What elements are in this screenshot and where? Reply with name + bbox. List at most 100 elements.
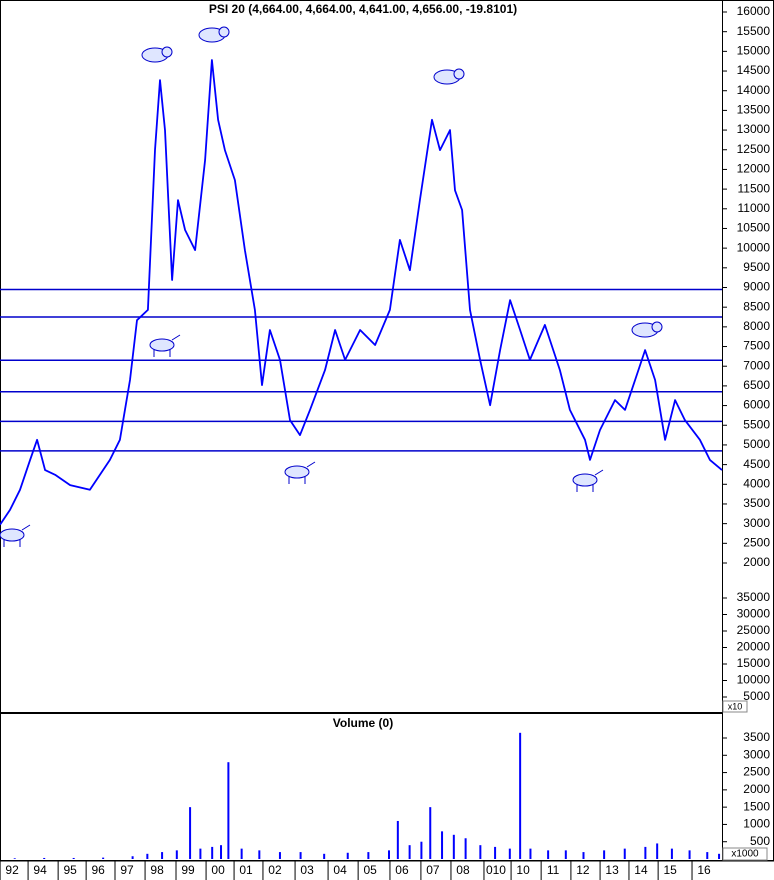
y-tick-label: 15500 bbox=[737, 24, 771, 38]
volume-bar bbox=[211, 846, 214, 859]
y-tick-label: 3000 bbox=[743, 516, 770, 530]
volume-y-tick-label: 2000 bbox=[743, 782, 770, 796]
y-tick-label: 4500 bbox=[743, 457, 770, 471]
y-tick-label: 5500 bbox=[743, 417, 770, 431]
price-line bbox=[0, 59, 723, 526]
x-tick-label: 16 bbox=[697, 863, 711, 877]
x-tick-label: 12 bbox=[576, 863, 590, 877]
volume-bar bbox=[43, 857, 46, 859]
y-tick-label: 11000 bbox=[738, 201, 771, 215]
volume-bar bbox=[706, 852, 709, 859]
volume-bar bbox=[199, 848, 202, 859]
volume-bar bbox=[346, 852, 349, 859]
volume-y-tick-label: 2500 bbox=[743, 765, 770, 779]
volume-title: Volume (0) bbox=[333, 716, 393, 730]
volume-bar bbox=[72, 857, 75, 859]
y-tick-label: 11500 bbox=[738, 181, 771, 195]
x-tick-label: 07 bbox=[426, 863, 440, 877]
x-tick-label: 03 bbox=[300, 863, 314, 877]
volume-bar bbox=[464, 838, 467, 859]
x-tick-label: 15 bbox=[663, 863, 677, 877]
volume-bar bbox=[131, 856, 134, 859]
volume-bar bbox=[547, 850, 550, 859]
volume-bar bbox=[508, 848, 511, 859]
bull-icon bbox=[149, 334, 181, 357]
x-tick-label: 96 bbox=[91, 863, 105, 877]
x-tick-label: 02 bbox=[268, 863, 282, 877]
chart-title: PSI 20 (4,664.00, 4,664.00, 4,641.00, 4,… bbox=[209, 2, 517, 16]
volume-bar bbox=[323, 853, 326, 859]
volume-bar bbox=[396, 820, 399, 859]
x-tick-label: 04 bbox=[333, 863, 347, 877]
volume-y-tick-label: 1500 bbox=[743, 799, 770, 813]
y-tick-label: 14000 bbox=[737, 83, 771, 97]
volume-bar bbox=[564, 850, 567, 859]
x-tick-label: 92 bbox=[5, 863, 19, 877]
x-tick-label: 00 bbox=[211, 863, 225, 877]
volume-bar bbox=[189, 807, 192, 859]
volume-bar bbox=[623, 848, 626, 859]
x-tick-label: 94 bbox=[33, 863, 47, 877]
y-tick-label: 2000 bbox=[743, 555, 770, 569]
volume-y-tick-label: 500 bbox=[750, 834, 770, 848]
x-tick-label: 99 bbox=[181, 863, 195, 877]
volume-bar bbox=[278, 852, 281, 859]
y-tick-label: 9000 bbox=[743, 280, 770, 294]
y-tick-label: 6500 bbox=[743, 378, 770, 392]
x-tick-label: 95 bbox=[63, 863, 77, 877]
volume-y-tick-label: 3000 bbox=[743, 747, 770, 761]
y2-tick-label: 35000 bbox=[737, 590, 771, 604]
y-tick-label: 13000 bbox=[737, 122, 771, 136]
x-tick-label: 98 bbox=[150, 863, 164, 877]
y-tick-label: 12500 bbox=[737, 142, 771, 156]
y-tick-label: 14500 bbox=[737, 63, 771, 77]
x-tick-label: 97 bbox=[120, 863, 134, 877]
volume-bar bbox=[452, 834, 455, 859]
y-tick-label: 8500 bbox=[743, 299, 770, 313]
volume-y-tick-label: 3500 bbox=[743, 730, 770, 744]
y-tick-label: 7500 bbox=[743, 339, 770, 353]
volume-bar bbox=[299, 852, 302, 859]
volume-bar bbox=[656, 843, 659, 859]
volume-panel bbox=[0, 713, 723, 861]
volume-bar bbox=[13, 858, 16, 859]
volume-bar bbox=[529, 848, 532, 859]
x-tick-label: 11 bbox=[547, 863, 560, 877]
volume-bar bbox=[146, 853, 149, 859]
volume-bar bbox=[429, 807, 432, 859]
y2-tick-label: 15000 bbox=[737, 656, 771, 670]
y-tick-label: 10000 bbox=[737, 240, 771, 254]
y-tick-label: 3500 bbox=[743, 496, 770, 510]
unit-box bbox=[722, 700, 748, 713]
y2-tick-label: 25000 bbox=[737, 623, 771, 637]
y-tick-label: 7000 bbox=[743, 358, 770, 372]
x-tick-label: 10 bbox=[516, 863, 530, 877]
volume-bar bbox=[408, 845, 411, 859]
volume-bar bbox=[494, 846, 497, 859]
volume-bar bbox=[102, 857, 105, 859]
bear-icon bbox=[433, 68, 465, 85]
x-tick-label: 13 bbox=[605, 863, 619, 877]
volume-unit: x1000 bbox=[731, 849, 759, 860]
y2-tick-label: 10000 bbox=[737, 673, 771, 687]
volume-bar bbox=[519, 732, 522, 859]
price-panel bbox=[0, 0, 723, 713]
volume-bar bbox=[718, 853, 721, 859]
x-tick-label: 08 bbox=[456, 863, 470, 877]
volume-bar bbox=[220, 845, 223, 859]
volume-bar bbox=[227, 762, 230, 859]
volume-bar bbox=[240, 848, 243, 859]
volume-bar bbox=[688, 850, 691, 859]
volume-bar bbox=[582, 852, 585, 859]
y2-tick-label: 5000 bbox=[743, 689, 770, 703]
volume-bar bbox=[670, 848, 673, 859]
y-tick-label: 5000 bbox=[743, 437, 770, 451]
volume-bar bbox=[479, 845, 482, 859]
volume-bar bbox=[367, 852, 370, 859]
volume-bar bbox=[441, 831, 444, 859]
y2-tick-label: 30000 bbox=[737, 607, 771, 621]
y2-unit: x10 bbox=[728, 701, 743, 711]
volume-bar bbox=[420, 841, 423, 859]
